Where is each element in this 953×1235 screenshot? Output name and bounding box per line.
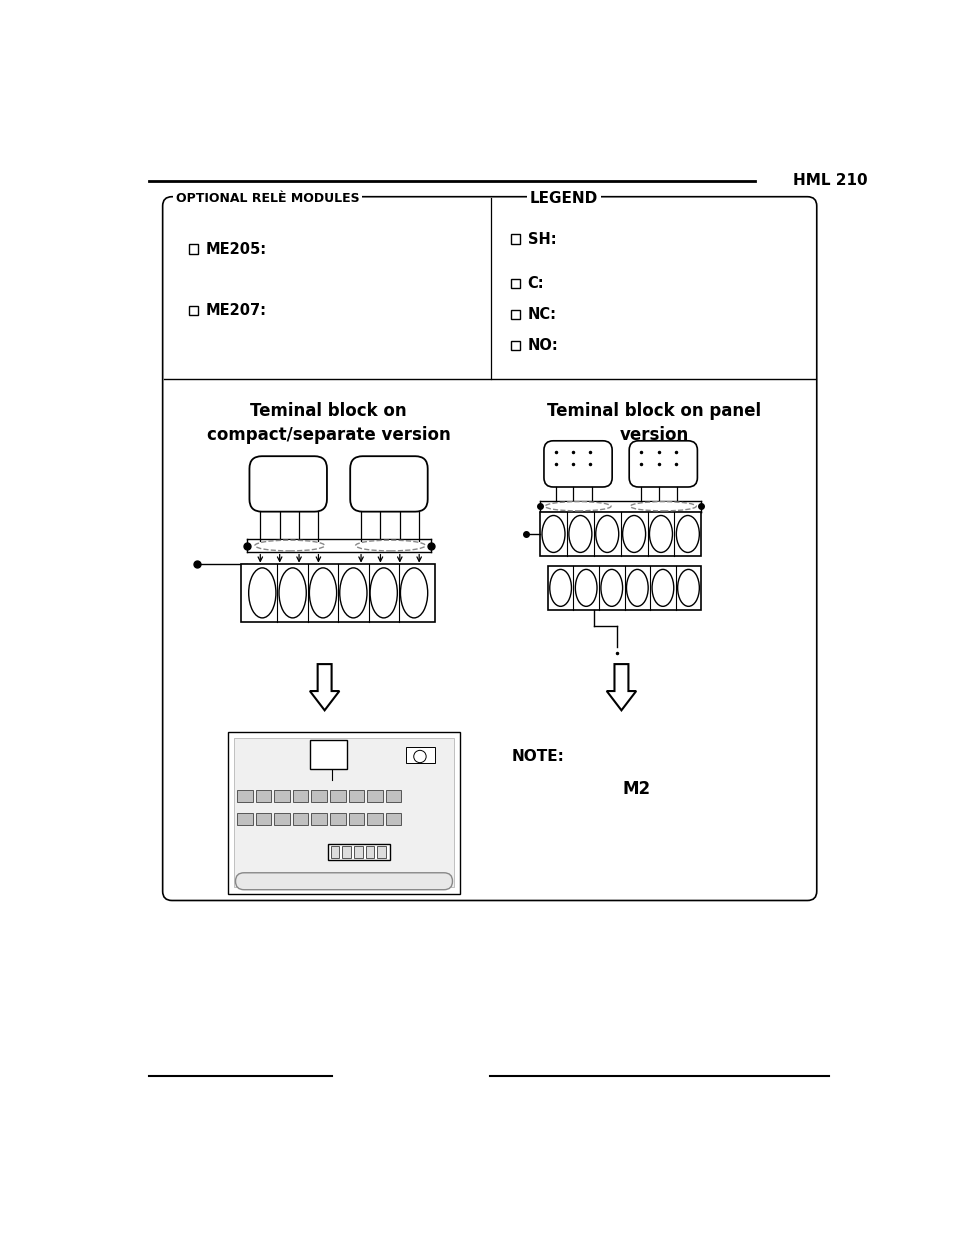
Bar [189,245,198,253]
Bar [274,789,290,802]
Bar [354,846,362,858]
Bar [330,813,345,825]
Circle shape [414,751,426,763]
Bar [233,739,454,888]
Text: LEGEND: LEGEND [530,190,598,206]
Ellipse shape [249,568,275,618]
Bar [367,789,382,802]
Bar [348,813,364,825]
Ellipse shape [600,569,622,606]
Bar [310,740,347,769]
Bar [547,566,700,610]
Ellipse shape [677,569,699,606]
Ellipse shape [568,515,591,552]
Ellipse shape [626,569,647,606]
Text: ME205:: ME205: [206,242,267,257]
Text: NC:: NC: [527,308,557,322]
Bar [510,341,519,350]
Ellipse shape [254,540,324,551]
Ellipse shape [676,515,699,552]
Text: M2: M2 [622,779,651,798]
Bar [539,511,700,556]
Bar [330,789,345,802]
Bar [293,813,308,825]
Text: NO:: NO: [527,338,558,353]
Bar [255,813,271,825]
Text: OPTIONAL RELÈ MODULES: OPTIONAL RELÈ MODULES [175,191,359,205]
Text: NOTE:: NOTE: [511,748,563,763]
Ellipse shape [622,515,645,552]
Ellipse shape [355,540,425,551]
FancyBboxPatch shape [350,456,427,511]
Text: Teminal block on panel
version: Teminal block on panel version [546,403,760,443]
Text: SH:: SH: [527,231,556,247]
Ellipse shape [549,569,571,606]
Ellipse shape [400,568,427,618]
Bar [311,789,327,802]
Ellipse shape [630,501,696,511]
FancyBboxPatch shape [235,873,452,889]
Text: ME207:: ME207: [206,303,267,319]
Bar [377,846,385,858]
Bar [367,813,382,825]
Bar [331,846,339,858]
Bar [189,306,198,315]
Text: HML 210: HML 210 [793,173,867,188]
Bar [236,813,253,825]
Bar [293,789,308,802]
Bar [385,813,401,825]
Bar [406,747,435,763]
Bar [510,235,519,243]
FancyBboxPatch shape [249,456,327,511]
Bar [348,789,364,802]
Ellipse shape [575,569,597,606]
FancyBboxPatch shape [162,196,816,900]
Ellipse shape [649,515,672,552]
Bar [510,310,519,319]
Ellipse shape [339,568,367,618]
Bar [241,564,435,621]
Ellipse shape [309,568,336,618]
Text: C:: C: [527,277,544,291]
Bar [510,279,519,288]
Ellipse shape [541,515,564,552]
Bar [255,789,271,802]
Bar [311,813,327,825]
Bar [365,846,374,858]
Bar [274,813,290,825]
Bar [385,789,401,802]
Polygon shape [310,664,339,710]
Text: Teminal block on
compact/separate version: Teminal block on compact/separate versio… [207,403,450,443]
Ellipse shape [652,569,673,606]
Ellipse shape [544,501,610,511]
Bar [342,846,351,858]
FancyBboxPatch shape [629,441,697,487]
Ellipse shape [595,515,618,552]
FancyBboxPatch shape [543,441,612,487]
Bar [328,844,390,861]
Bar [228,732,459,894]
Bar [236,789,253,802]
Polygon shape [606,664,636,710]
Ellipse shape [278,568,306,618]
Ellipse shape [370,568,397,618]
